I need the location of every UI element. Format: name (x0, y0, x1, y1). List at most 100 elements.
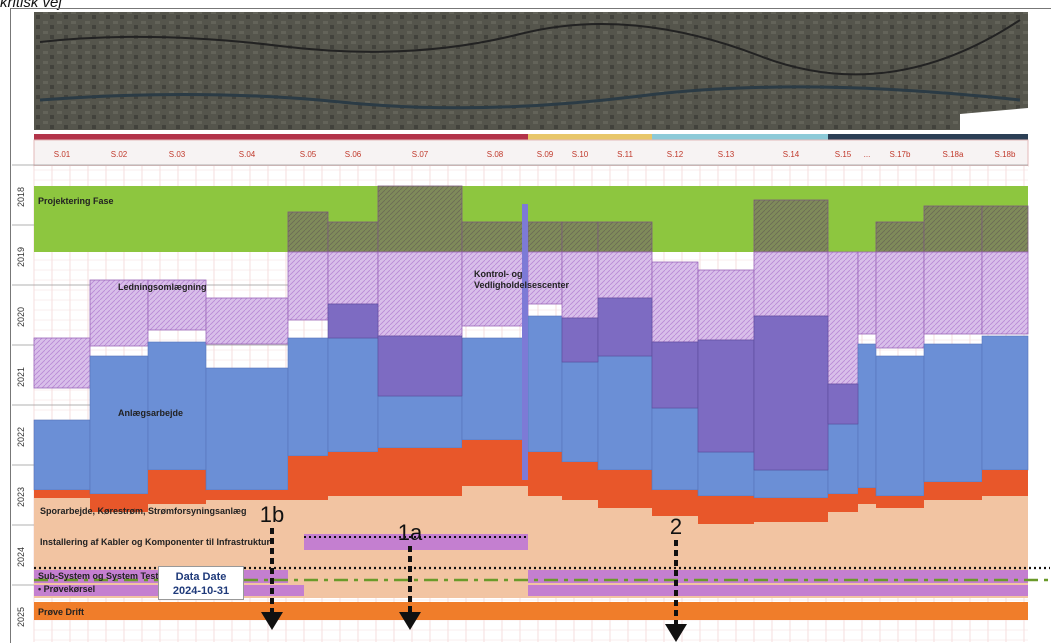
phase-label: Installering af Kabler og Komponenter ti… (40, 537, 271, 547)
section-label: S.07 (412, 150, 429, 159)
phase-label-line: Kontrol- og (474, 269, 523, 279)
phase-label: Prøve Drift (38, 607, 84, 617)
anlaegsarbejde-dark-bar (827, 383, 859, 425)
section-label: ... (864, 150, 871, 159)
anlaegsarbejde-dark-bar (377, 335, 463, 397)
ledningsomlaegning-bar (287, 251, 329, 321)
marker-label: 1b (260, 502, 284, 527)
ledningsomlaegning-bar (89, 279, 149, 347)
data-date-label: Data Date (175, 571, 227, 583)
sporarbejde-bar (528, 452, 562, 496)
installering-bar (90, 512, 148, 598)
anlaegsarbejde-bar (697, 451, 755, 497)
sporarbejde-bar (288, 456, 328, 500)
sporarbejde-bar (462, 440, 528, 486)
sporarbejde-bar (652, 490, 698, 516)
projektering-extension (561, 221, 599, 253)
installering-bar (858, 504, 876, 598)
section-label: S.06 (345, 150, 362, 159)
anlaegsarbejde-dark-bar (651, 341, 699, 409)
anlaegsarbejde-dark-bar (697, 339, 755, 453)
kontrol-center-strip (522, 204, 528, 480)
marker-label: 1a (398, 520, 423, 545)
year-tick-label: 2019 (16, 247, 26, 267)
ledningsomlaegning-bar (981, 251, 1029, 335)
sporarbejde-bar (378, 448, 462, 496)
ledningsomlaegning-bar (527, 251, 563, 305)
section-label: S.18a (943, 150, 964, 159)
anlaegsarbejde-bar (651, 407, 699, 491)
phase-label: Anlægsarbejde (118, 408, 183, 418)
projektering-extension (753, 199, 829, 253)
year-tick-label: 2025 (16, 607, 26, 627)
anlaegsarbejde-bar (461, 337, 529, 441)
sporarbejde-bar (328, 452, 378, 496)
anlaegsarbejde-bar (875, 355, 925, 497)
projektering-extension (597, 221, 653, 253)
aerial-map (34, 12, 1028, 130)
year-tick-label: 2023 (16, 487, 26, 507)
projektering-extension (527, 221, 563, 253)
phase-label: Sporarbejde, Kørestrøm, Strømforsyningsa… (40, 506, 247, 516)
section-label: S.11 (617, 150, 633, 159)
section-label: S.12 (667, 150, 684, 159)
year-tick-label: 2022 (16, 427, 26, 447)
sporarbejde-bar (924, 482, 982, 500)
section-label: S.08 (487, 150, 504, 159)
sporarbejde-bar (598, 470, 652, 508)
anlaegsarbejde-bar (205, 367, 289, 491)
ledningsomlaegning-bar (857, 251, 877, 335)
installering-bar (598, 508, 652, 598)
projektering-extension (327, 221, 379, 253)
ledningsomlaegning-bar (875, 251, 925, 349)
sporarbejde-bar (90, 494, 148, 512)
anlaegsarbejde-bar (981, 335, 1029, 471)
anlaegsarbejde-bar (33, 419, 91, 491)
anlaegsarbejde-dark-bar (561, 317, 599, 363)
sporarbejde-bar (754, 498, 828, 522)
projektering-extension (875, 221, 925, 253)
ledningsomlaegning-bar (597, 251, 653, 299)
marker-label: 2 (670, 514, 682, 539)
section-label: S.04 (239, 150, 256, 159)
proevekoersel-bar (528, 585, 1028, 596)
sporarbejde-bar (148, 470, 206, 504)
anlaegsarbejde-bar (377, 395, 463, 449)
anlaegsarbejde-bar (597, 355, 653, 471)
projektering-extension (377, 185, 463, 253)
ledningsomlaegning-bar (753, 251, 829, 317)
year-tick-label: 2020 (16, 307, 26, 327)
projektering-extension (981, 205, 1029, 253)
anlaegsarbejde-bar (89, 355, 149, 495)
anlaegsarbejde-dark-bar (327, 303, 379, 339)
ledningsomlaegning-bar (923, 251, 983, 335)
ledningsomlaegning-bar (651, 261, 699, 343)
projektering-extension (287, 211, 329, 253)
anlaegsarbejde-dark-bar (597, 297, 653, 357)
section-label: S.10 (572, 150, 589, 159)
section-label: S.02 (111, 150, 128, 159)
ledningsomlaegning-bar (327, 251, 379, 305)
proeve-drift-bar (34, 602, 1028, 620)
section-label: S.15 (835, 150, 852, 159)
projektering-extension (461, 221, 529, 253)
section-color-band-yellow (528, 134, 652, 140)
anlaegsarbejde-bar (527, 315, 563, 453)
section-header-row (33, 139, 1029, 167)
installering-bar (924, 500, 982, 598)
anlaegsarbejde-dark-bar (753, 315, 829, 471)
ledningsomlaegning-bar (697, 269, 755, 341)
installering-bar (876, 508, 924, 598)
ledningsomlaegning-bar (33, 337, 91, 389)
section-label: S.05 (300, 150, 317, 159)
section-label: S.13 (718, 150, 735, 159)
section-label: S.09 (537, 150, 554, 159)
year-tick-label: 2024 (16, 547, 26, 567)
chart-frame (10, 8, 1051, 643)
marker-arrowhead (665, 624, 687, 642)
section-label: S.03 (169, 150, 186, 159)
sporarbejde-bar (698, 496, 754, 524)
section-color-band-blue (652, 134, 828, 140)
section-label: S.01 (54, 150, 71, 159)
anlaegsarbejde-bar (753, 469, 829, 499)
